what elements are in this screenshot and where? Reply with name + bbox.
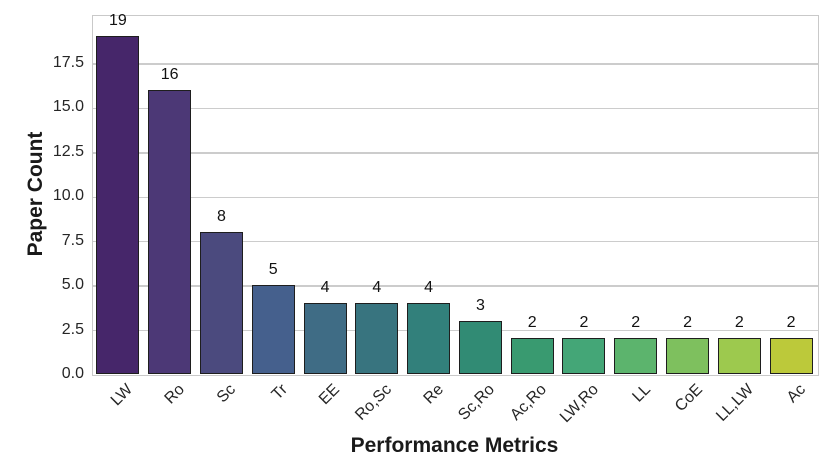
y-tick-label: 0.0: [61, 365, 84, 382]
x-tick-label: Sc: [214, 381, 240, 407]
gridline: [93, 196, 818, 198]
gridline: [93, 241, 818, 243]
gridline: [93, 329, 818, 332]
y-tick-label: 17.5: [52, 53, 84, 71]
x-tick-label: LL,LW: [713, 381, 758, 425]
x-tick-label: CoE: [671, 381, 706, 416]
gridline: [93, 107, 818, 110]
y-tick-label: 15.0: [52, 98, 84, 116]
x-tick-label: LW,Ro: [556, 381, 602, 427]
y-tick-label: 2.5: [61, 320, 84, 338]
x-tick-label: Re: [420, 381, 447, 408]
gridline: [93, 152, 818, 154]
x-tick-label: Ac,Ro: [507, 381, 551, 424]
gridline: [93, 63, 818, 65]
x-tick-label: Ro,Sc: [351, 381, 395, 424]
x-tick-label: EE: [315, 381, 344, 409]
x-tick-label: Ac: [783, 381, 810, 407]
gridline: [93, 285, 818, 287]
x-tick-label: LW: [107, 381, 136, 410]
x-tick-label: Sc,Ro: [455, 381, 499, 424]
x-axis-title: Performance Metrics: [350, 434, 559, 457]
x-tick-label: LL: [629, 381, 654, 406]
plot-area: [92, 15, 819, 376]
y-axis-title: Paper Count: [24, 131, 47, 257]
y-tick-label: 5.0: [61, 276, 84, 294]
x-tick-label: Ro: [161, 381, 188, 408]
x-tick-label: Tr: [268, 381, 292, 404]
